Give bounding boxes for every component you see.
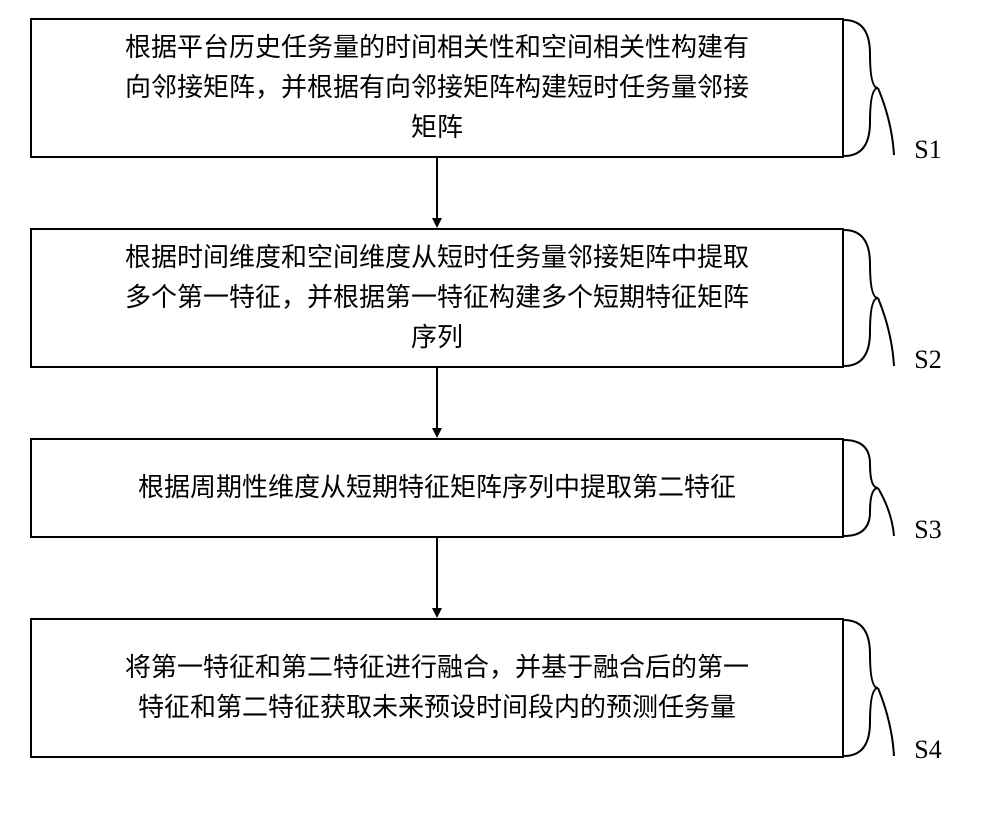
- step-label-s1: S1: [898, 130, 958, 170]
- step-label-s2-text: S2: [914, 345, 941, 375]
- step-label-s4-text: S4: [914, 735, 941, 765]
- step-label-s4: S4: [898, 730, 958, 770]
- step-label-s3: S3: [898, 510, 958, 550]
- flowchart-canvas: 根据平台历史任务量的时间相关性和空间相关性构建有 向邻接矩阵，并根据有向邻接矩阵…: [0, 0, 1000, 818]
- step-label-s2: S2: [898, 340, 958, 380]
- step-label-s1-text: S1: [914, 135, 941, 165]
- step-label-s3-text: S3: [914, 515, 941, 545]
- bracket-s4: [0, 0, 1000, 818]
